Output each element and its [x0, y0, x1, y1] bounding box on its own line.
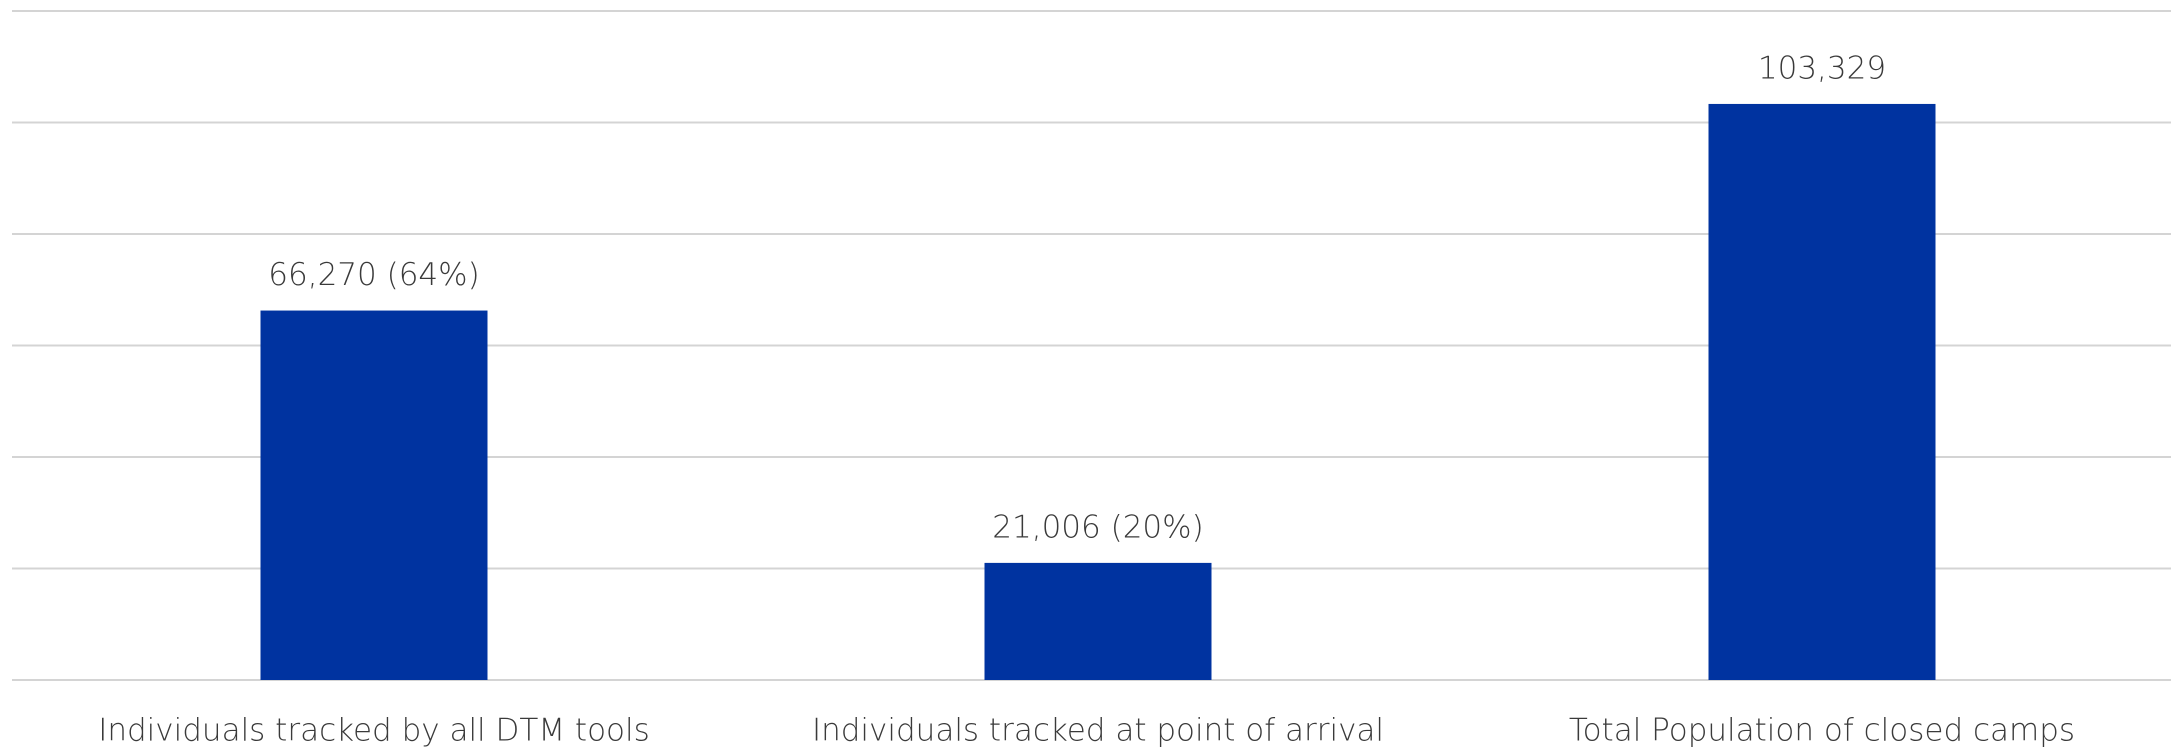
data-label: 21,006 (20%) [992, 509, 1203, 545]
x-tick-label: Individuals tracked by all DTM tools [98, 713, 650, 749]
bar [1708, 103, 1936, 681]
data-label: 66,270 (64%) [268, 257, 479, 293]
bar [984, 562, 1212, 680]
x-tick-label: Total Population of closed camps [1569, 713, 2075, 749]
data-label: 103,329 [1758, 50, 1886, 86]
bar [260, 310, 488, 680]
x-tick-label: Individuals tracked at point of arrival [812, 713, 1384, 749]
